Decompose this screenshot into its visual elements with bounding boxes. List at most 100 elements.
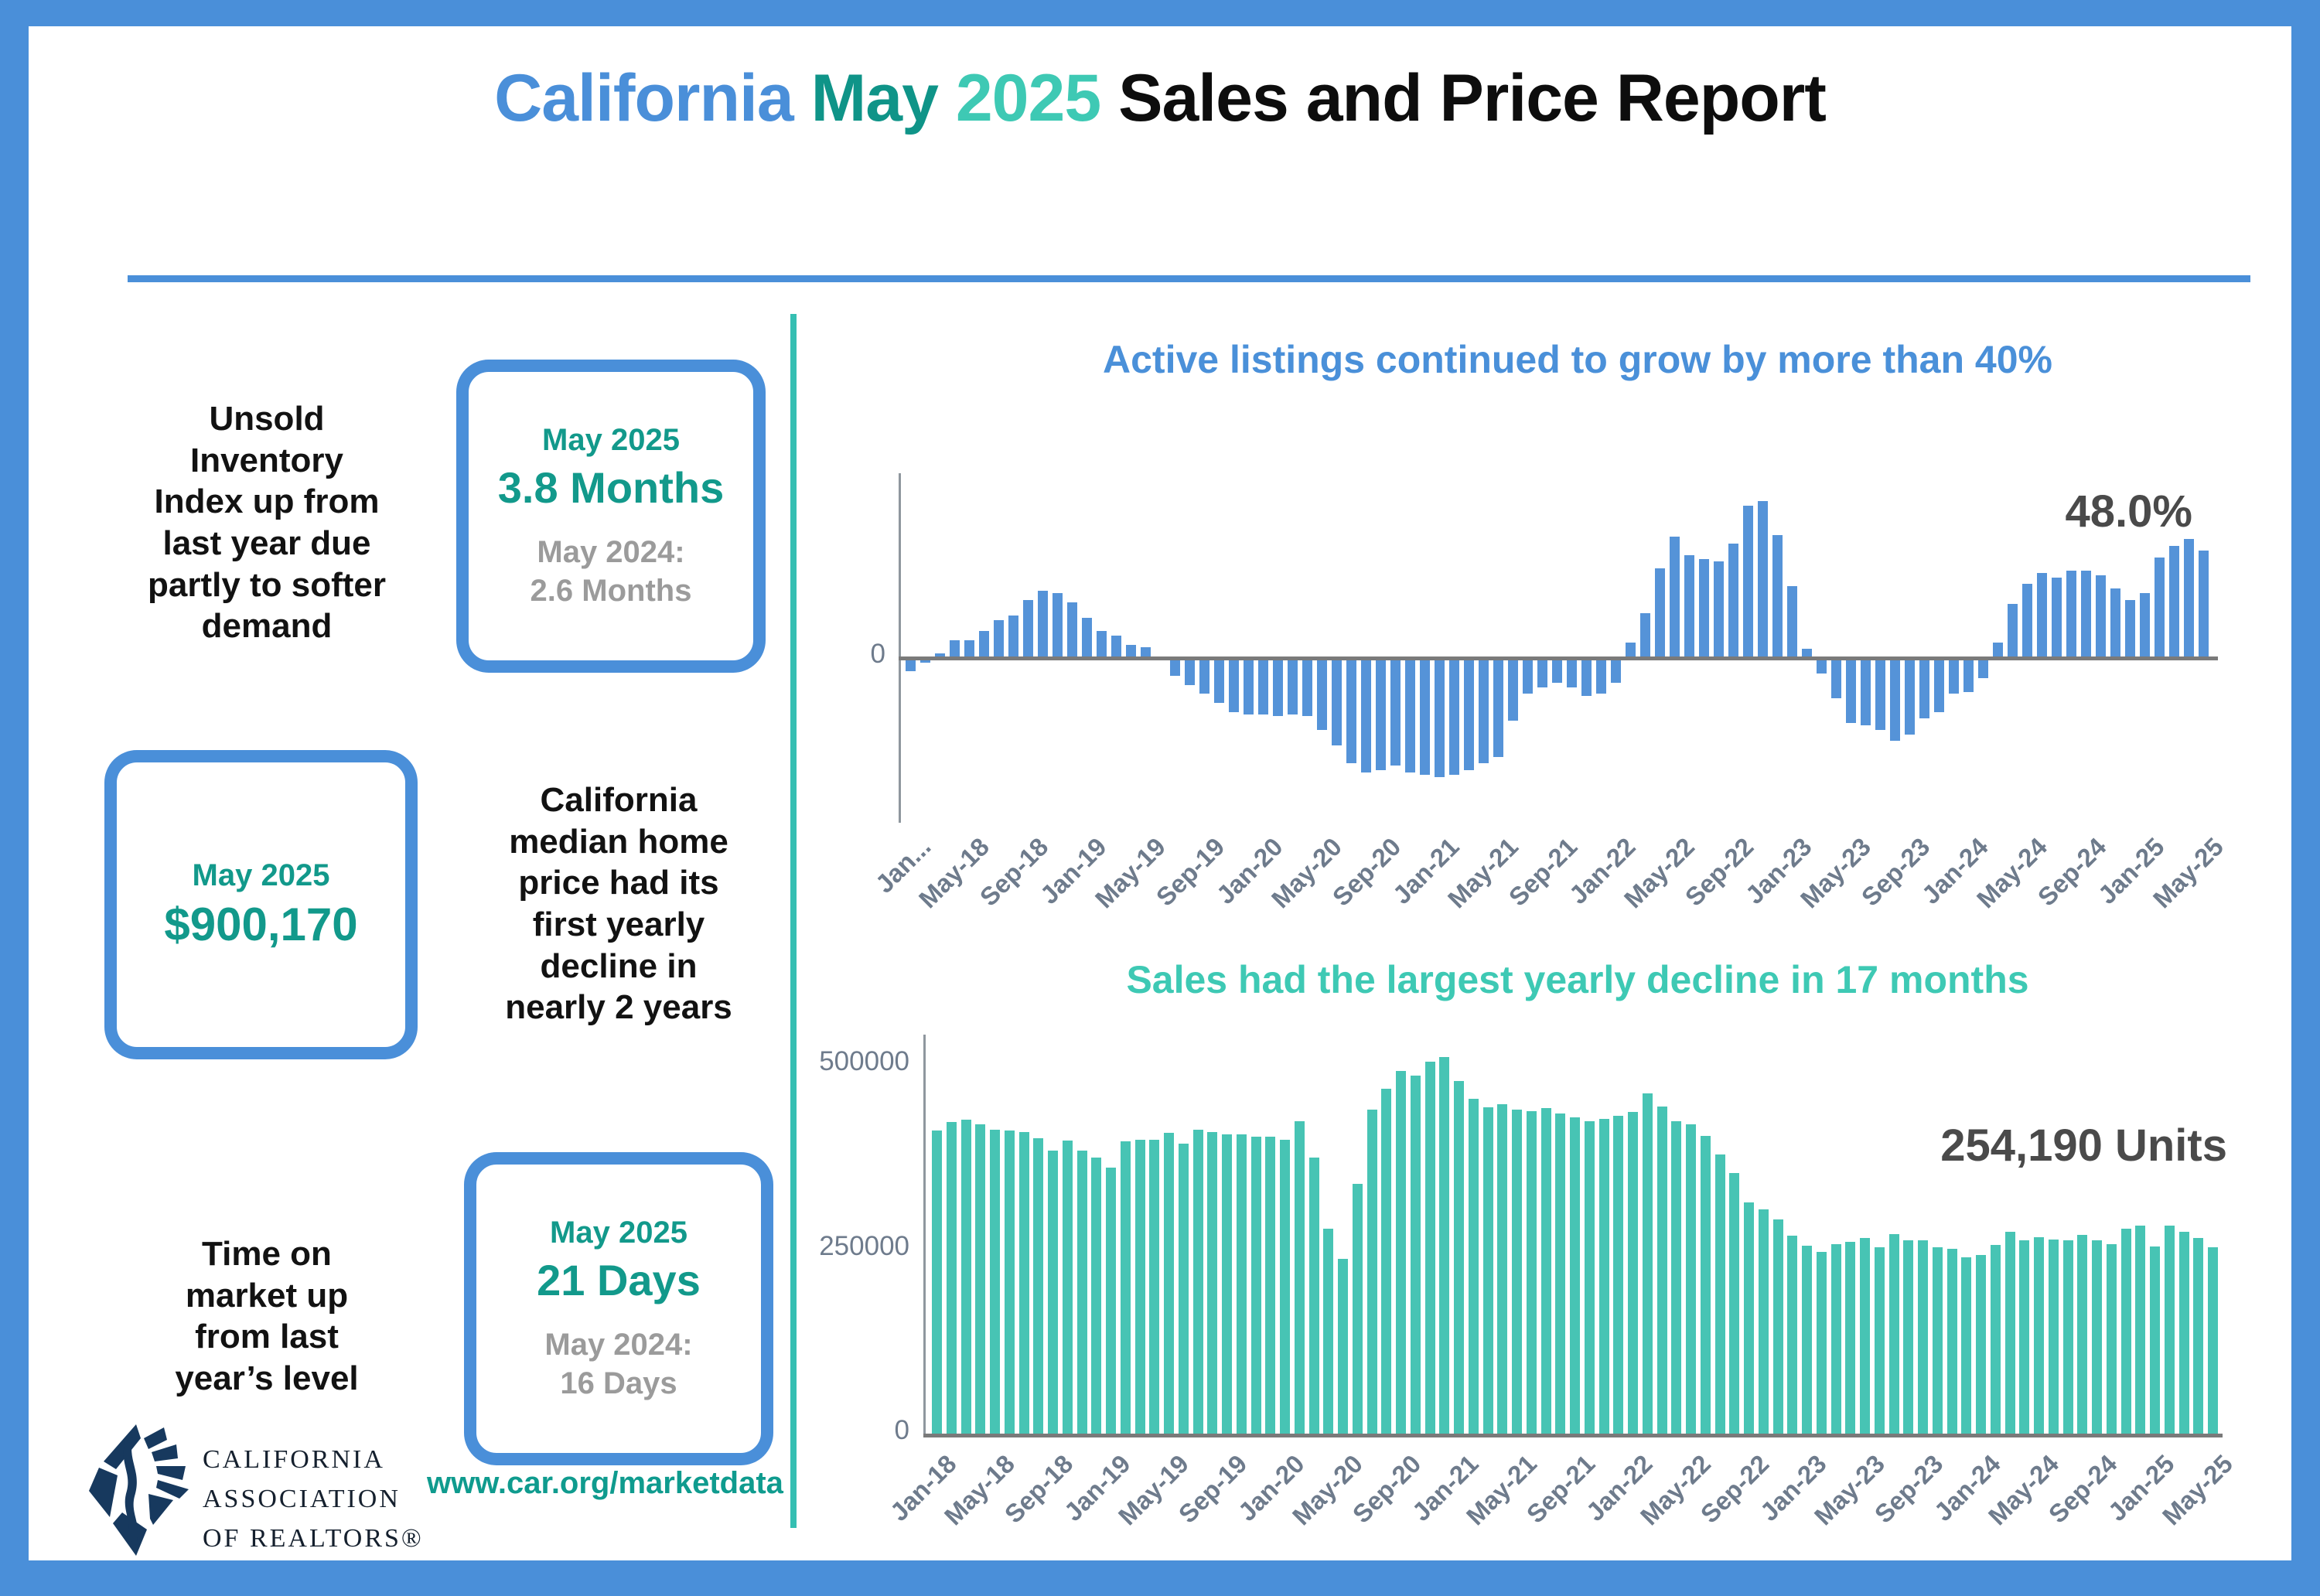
bottom-chart-bar: [2077, 1234, 2088, 1435]
stat-prior-value: 16 Days: [560, 1366, 677, 1400]
stat-box-time-on-market: May 2025 21 Days May 2024: 16 Days: [464, 1152, 773, 1465]
top-chart-bar: [2008, 604, 2018, 658]
bottom-chart-bar: [1918, 1240, 1928, 1435]
stat-box-median-price: May 2025 $900,170: [104, 750, 418, 1059]
bottom-chart-bar: [1497, 1103, 1508, 1435]
stat-box-unsold-inventory: May 2025 3.8 Months May 2024: 2.6 Months: [456, 360, 766, 673]
bottom-chart-bar: [1555, 1113, 1566, 1435]
top-chart-bar: [1244, 658, 1254, 714]
top-chart-bar: [1523, 658, 1533, 694]
bottom-chart-bar: [1990, 1245, 2001, 1435]
bottom-chart-bar: [1250, 1136, 1261, 1435]
bottom-chart-bar: [1062, 1140, 1073, 1435]
bottom-chart-bar: [1932, 1247, 1943, 1435]
top-chart-bar: [1626, 642, 1636, 658]
bottom-chart-bar: [1222, 1134, 1232, 1435]
bottom-chart-bar: [1076, 1150, 1087, 1435]
top-chart-bar: [2184, 539, 2194, 658]
stat-unsold-inventory-text: Unsold Inventory Index up from last year…: [147, 400, 387, 646]
top-chart-bar: [906, 658, 916, 672]
top-chart-bar: [1890, 658, 1900, 742]
top-chart-bar: [994, 619, 1004, 658]
top-chart-bar: [1376, 658, 1386, 770]
bottom-chart-bar: [1540, 1108, 1551, 1435]
title-report: Sales and Price Report: [1118, 61, 1827, 135]
top-chart-title: Active listings continued to grow by mor…: [1103, 338, 2052, 381]
top-chart-bar: [2125, 599, 2135, 658]
bottom-chart-bar: [1164, 1132, 1174, 1435]
top-chart-bar: [2037, 572, 2047, 658]
bottom-chart-bar: [1308, 1157, 1319, 1435]
footer-url: www.car.org/marketdata: [427, 1466, 783, 1500]
top-chart-bar: [1317, 658, 1327, 730]
top-chart-bar: [1111, 636, 1121, 658]
car-logo-icon: [89, 1424, 189, 1556]
bottom-chart-bar: [1860, 1237, 1870, 1435]
bottom-chart-bar: [1512, 1110, 1522, 1435]
bottom-chart-bar: [1149, 1139, 1160, 1435]
top-chart-bar: [1919, 658, 1929, 719]
bottom-chart-bar: [1816, 1251, 1827, 1435]
top-chart-bar: [1332, 658, 1342, 746]
bottom-chart-bar: [1338, 1258, 1348, 1435]
bottom-chart-bar: [1830, 1244, 1841, 1435]
bottom-chart-bar: [2193, 1237, 2204, 1435]
top-chart-bar: [1963, 658, 1974, 692]
bottom-chart-bar: [1845, 1241, 1856, 1435]
bottom-chart-bar: [1714, 1154, 1725, 1435]
top-chart-bar: [1464, 658, 1474, 770]
bottom-chart-bar: [1352, 1183, 1363, 1435]
top-chart-bar: [1567, 658, 1577, 687]
top-chart-bar: [1581, 658, 1592, 697]
stat-period: May 2025: [192, 858, 330, 892]
bottom-chart-bar: [1004, 1130, 1015, 1435]
bottom-chart-bar: [1468, 1099, 1479, 1435]
top-chart-zero-line: [899, 656, 2218, 660]
bottom-chart-bar: [2048, 1239, 2059, 1435]
frame-border-bottom: [0, 1560, 2320, 1596]
frame-border-right: [2291, 0, 2320, 1596]
bottom-chart-bar: [975, 1124, 986, 1435]
top-chart-bar: [1038, 591, 1048, 658]
bottom-chart-bar: [2178, 1232, 2189, 1435]
top-chart-bar: [2140, 592, 2150, 658]
top-chart-bar: [1170, 658, 1180, 677]
bottom-chart-bar: [1323, 1229, 1334, 1435]
top-chart-bar: [1552, 658, 1562, 683]
bottom-chart-bar: [1686, 1124, 1696, 1435]
top-chart-bar: [964, 639, 974, 658]
bottom-chart-bar: [1802, 1246, 1812, 1435]
top-chart-bar: [1802, 649, 1812, 658]
top-chart-bar: [2052, 577, 2062, 658]
bottom-chart-bar: [1744, 1202, 1754, 1435]
top-chart-bar: [1728, 544, 1738, 658]
top-chart-bar: [1435, 658, 1445, 777]
top-chart-bar: [1670, 537, 1680, 658]
top-chart-bar: [2022, 584, 2032, 658]
stat-time-on-market-text: Time on market up from last year’s level: [175, 1235, 359, 1398]
top-chart-bar: [1097, 631, 1107, 658]
top-chart-bar: [1993, 642, 2003, 658]
bottom-chart-bar: [1613, 1116, 1624, 1435]
bottom-chart-bar: [1048, 1150, 1058, 1435]
bottom-chart-annotation: 254,190 Units: [1940, 1120, 2227, 1171]
stat-prior-label: May 2024:: [537, 534, 685, 569]
top-chart-bar: [935, 653, 945, 658]
bottom-chart-bar: [1120, 1141, 1131, 1435]
bottom-chart-bar: [1091, 1157, 1102, 1435]
top-chart-bar: [1949, 658, 1959, 694]
frame-border-left: [0, 0, 29, 1596]
top-chart-bar: [950, 639, 960, 658]
top-chart-y-axis: [899, 473, 901, 823]
bottom-chart-ytick-500k: 500000: [819, 1046, 909, 1076]
top-chart-bar: [2066, 570, 2076, 658]
top-chart-bar: [1126, 644, 1136, 658]
title-year: 2025: [955, 61, 1101, 135]
top-chart-bar: [1346, 658, 1356, 764]
top-chart-bar: [1537, 658, 1547, 687]
top-chart-bar: [1067, 602, 1077, 658]
car-logo-text: CALIFORNIA ASSOCIATION OF REALTORS®: [203, 1445, 424, 1553]
bottom-chart-bar: [1946, 1249, 1957, 1435]
bottom-chart-bar: [1656, 1106, 1667, 1435]
